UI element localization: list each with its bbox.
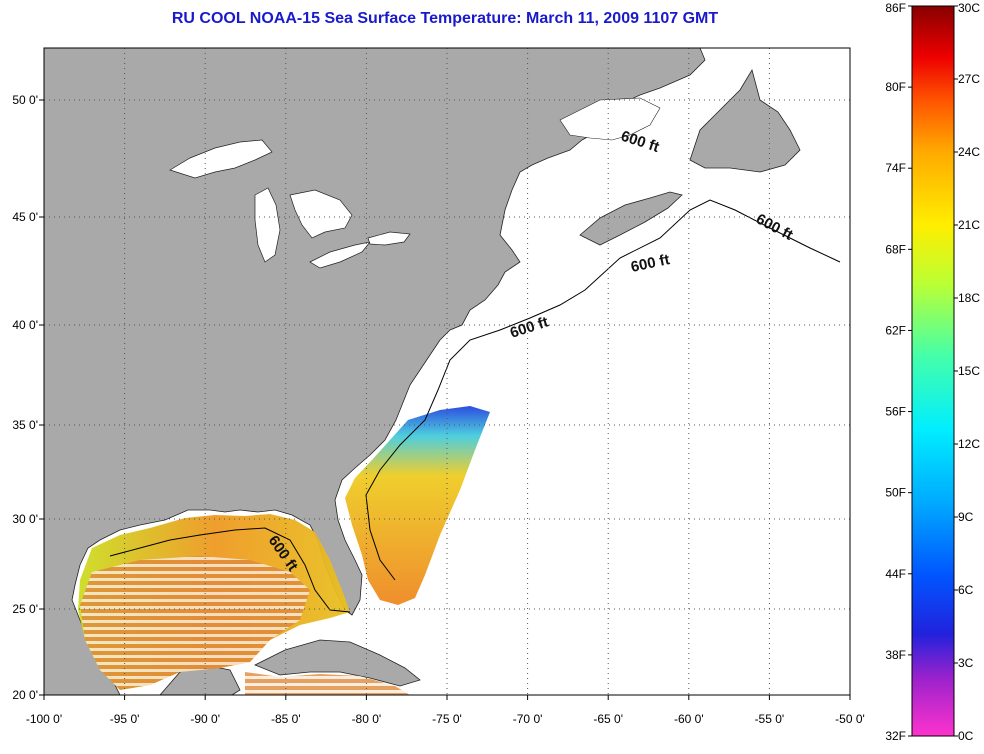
longitude-tick-label: -55 0'	[755, 712, 785, 726]
colorbar-celsius-label: 6C	[958, 583, 974, 597]
colorbar-fahrenheit-label: 38F	[885, 648, 906, 662]
longitude-tick-label: -50 0'	[835, 712, 865, 726]
map-plot	[44, 48, 850, 695]
colorbar-celsius-label: 12C	[958, 437, 980, 451]
colorbar-celsius-label: 21C	[958, 218, 980, 232]
colorbar-celsius-label: 27C	[958, 72, 980, 86]
longitude-tick-label: -65 0'	[593, 712, 623, 726]
colorbar-celsius-label: 18C	[958, 291, 980, 305]
longitude-tick-label: -95 0'	[110, 712, 140, 726]
longitude-tick-label: -75 0'	[432, 712, 462, 726]
longitude-tick-label: -70 0'	[513, 712, 543, 726]
colorbar	[911, 5, 955, 737]
latitude-tick-labels: 50 0' 45 0' 40 0' 35 0' 30 0' 25 0' 20 0'	[12, 93, 44, 702]
lake-erie	[309, 241, 371, 269]
land-nova-scotia	[579, 191, 683, 246]
colorbar-fahrenheit-label: 74F	[885, 161, 906, 175]
longitude-tick-label: -80 0'	[352, 712, 382, 726]
latitude-tick-label: 25 0'	[12, 602, 38, 616]
st-lawrence-water	[559, 97, 661, 141]
land-cuba	[254, 639, 421, 687]
colorbar-celsius-label: 3C	[958, 656, 974, 670]
longitude-tick-labels: -100 0' -95 0' -90 0' -85 0' -80 0' -75 0' -70…	[26, 695, 865, 726]
latitude-tick-label: 35 0'	[12, 418, 38, 432]
lake-michigan	[254, 187, 281, 263]
sst-atlantic-swath	[345, 406, 490, 605]
colorbar-celsius-label: 15C	[958, 364, 980, 378]
colorbar-fahrenheit-label: 50F	[885, 486, 906, 500]
latitude-tick-label: 40 0'	[12, 318, 38, 332]
colorbar-fahrenheit-label: 62F	[885, 323, 906, 337]
colorbar-fahrenheit-labels: 86F 80F 74F 68F 62F 56F 50F 44F 38F 32F	[885, 1, 912, 743]
longitude-tick-label: -90 0'	[190, 712, 220, 726]
colorbar-celsius-label: 0C	[958, 729, 974, 743]
map-title: RU COOL NOAA-15 Sea Surface Temperature:…	[171, 10, 719, 27]
sst-gulf-stripes	[80, 556, 310, 690]
latitude-tick-label: 45 0'	[12, 210, 38, 224]
colorbar-fahrenheit-label: 44F	[885, 567, 906, 581]
colorbar-fahrenheit-label: 32F	[885, 729, 906, 743]
sst-caribbean	[245, 672, 410, 695]
colorbar-fahrenheit-label: 80F	[885, 80, 906, 94]
land-north-america	[44, 48, 706, 695]
colorbar-celsius-label: 9C	[958, 510, 974, 524]
contour-600ft-gulf	[109, 527, 351, 613]
contour-600ft-atlantic	[365, 199, 841, 581]
colorbar-celsius-label: 30C	[958, 1, 980, 15]
colorbar-celsius-label: 24C	[958, 145, 980, 159]
colorbar-fahrenheit-label: 68F	[885, 242, 906, 256]
lake-ontario	[367, 231, 411, 246]
latitude-tick-label: 20 0'	[12, 688, 38, 702]
latitude-tick-label: 30 0'	[12, 512, 38, 526]
lake-huron	[289, 189, 353, 239]
colorbar-celsius-labels: 30C 27C 24C 21C 18C 15C 12C 9C 6C 3C 0C	[954, 1, 980, 743]
land-newfoundland	[689, 68, 801, 173]
lake-superior	[169, 139, 273, 179]
colorbar-fahrenheit-label: 56F	[885, 405, 906, 419]
longitude-tick-label: -100 0'	[26, 712, 62, 726]
latitude-tick-label: 50 0'	[12, 93, 38, 107]
colorbar-fahrenheit-label: 86F	[885, 1, 906, 15]
longitude-tick-label: -85 0'	[271, 712, 301, 726]
longitude-tick-label: -60 0'	[674, 712, 704, 726]
